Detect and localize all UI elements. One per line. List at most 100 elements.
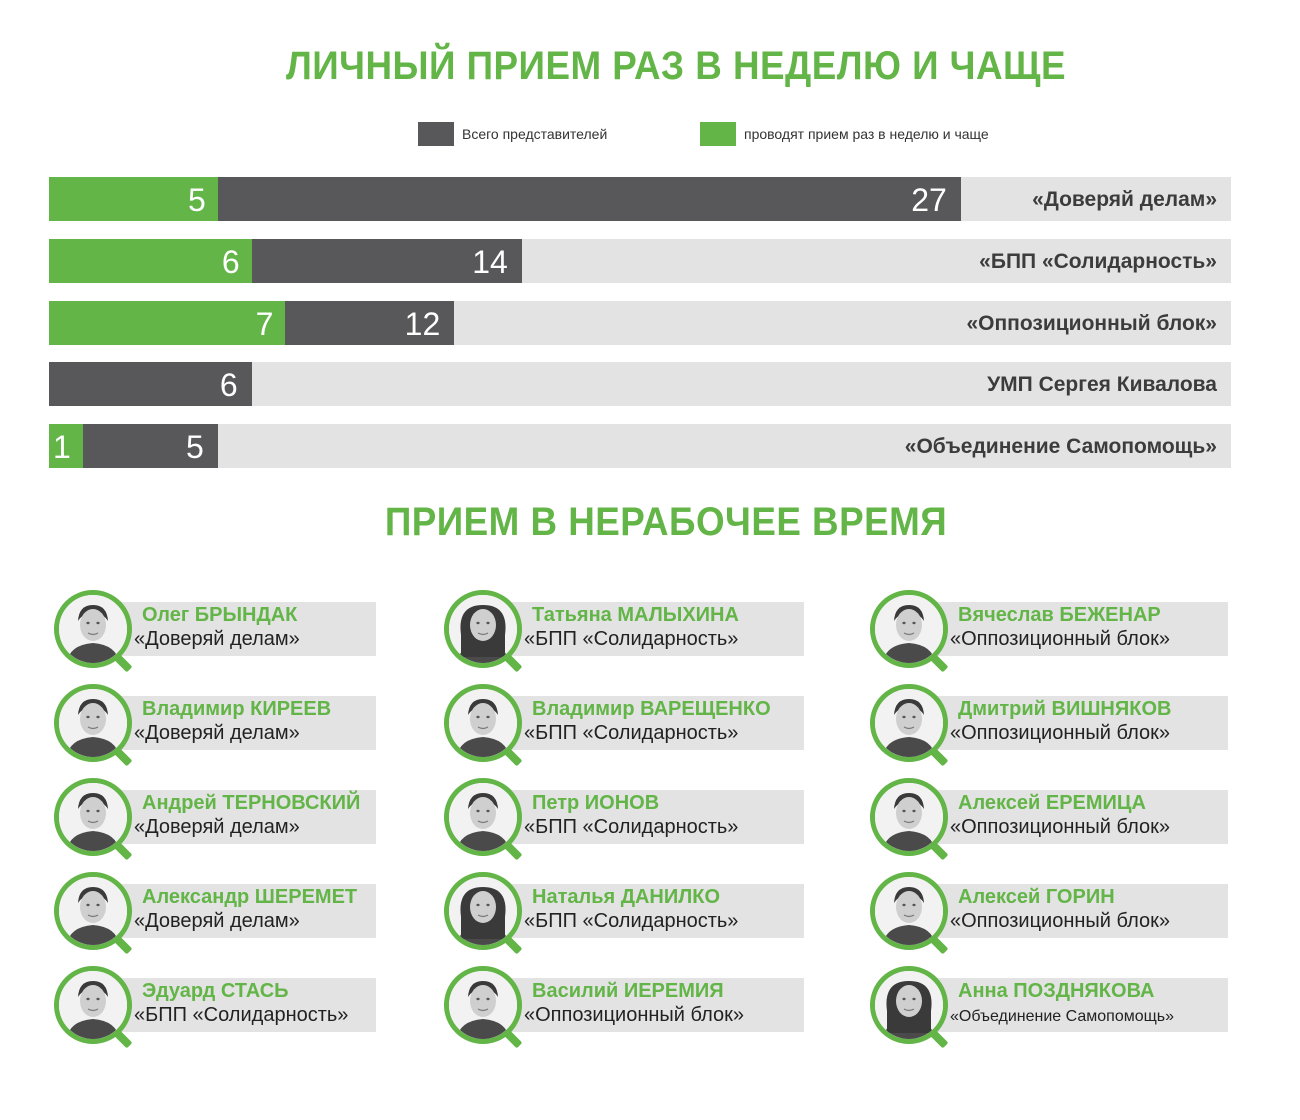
person-party: «Доверяй делам» [134,816,300,838]
bar-weekly [49,177,218,221]
person-party: «Оппозиционный блок» [950,628,1170,650]
card-background [922,790,1228,844]
card-background [496,602,804,656]
person-card: Вячеслав БЕЖЕНАР «Оппозиционный блок» [866,590,1228,674]
person-card: Владимир КИРЕЕВ «Доверяй делам» [50,684,390,768]
avatar [54,966,132,1044]
chart-title: ЛИЧНЫЙ ПРИЕМ РАЗ В НЕДЕЛЮ И ЧАЩЕ [285,44,1066,88]
card-background [922,602,1228,656]
person-name: Андрей ТЕРНОВСКИЙ [142,792,361,814]
person-party: «Доверяй делам» [134,628,300,650]
person-name: Вячеслав БЕЖЕНАР [958,604,1161,626]
person-name: Анна ПОЗДНЯКОВА [958,980,1155,1002]
bar-category-label: «Объединение Самопомощь» [904,435,1217,458]
avatar [870,590,948,668]
bar-weekly-value: 6 [221,244,240,280]
bar-chart: 27 5 «Доверяй делам» 14 6 «БПП «Солидарность»… [0,0,1300,480]
person-card: Эдуард СТАСЬ «БПП «Солидарность» [50,966,390,1050]
person-party: «БПП «Солидарность» [524,722,739,744]
person-card: Татьяна МАЛЫХИНА «БПП «Солидарность» [440,590,804,674]
person-party: «БПП «Солидарность» [524,910,739,932]
bar-row: 6 УМП Сергея Кивалова [49,362,1231,406]
person-card: Александр ШЕРЕМЕТ «Доверяй делам» [50,872,390,956]
card-background [106,602,376,656]
person-photo-icon [875,783,943,851]
card-background [106,790,376,844]
person-party: «Доверяй делам» [134,722,300,744]
person-name: Василий ИЕРЕМИЯ [532,980,724,1002]
person-card: Андрей ТЕРНОВСКИЙ «Доверяй делам» [50,778,390,862]
person-card: Олег БРЫНДАК «Доверяй делам» [50,590,390,674]
legend: Всего представителей проводят прием раз … [0,121,1300,147]
avatar [54,590,132,668]
card-background [496,790,804,844]
person-name: Олег БРЫНДАК [142,604,298,626]
bar-total-value: 27 [911,182,947,218]
bar-total-value: 5 [186,429,204,465]
person-name: Алексей ГОРИН [958,886,1115,908]
bar-weekly-value: 7 [255,306,274,342]
avatar [444,590,522,668]
person-photo-icon [59,595,127,663]
person-photo-icon [875,877,943,945]
person-name: Владимир КИРЕЕВ [142,698,332,720]
person-photo-icon [875,971,943,1039]
bar-category-label: УМП Сергея Кивалова [987,373,1217,396]
card-background [106,978,376,1032]
person-photo-icon [59,877,127,945]
card-background [922,884,1228,938]
person-party: «Оппозиционный блок» [950,816,1170,838]
person-name: Эдуард СТАСЬ [142,980,289,1002]
avatar [54,684,132,762]
person-card: Наталья ДАНИЛКО «БПП «Солидарность» [440,872,804,956]
avatar [870,966,948,1044]
card-background [922,696,1228,750]
card-background [922,978,1228,1032]
person-card: Алексей ГОРИН «Оппозиционный блок» [866,872,1228,956]
legend-label-weekly: проводят прием раз в неделю и чаще [744,126,989,142]
avatar [444,872,522,950]
person-name: Александр ШЕРЕМЕТ [142,886,358,908]
bar-category-label: «Доверяй делам» [1032,188,1217,211]
person-name: Петр ИОНОВ [532,792,660,814]
person-photo-icon [449,595,517,663]
person-card: Дмитрий ВИШНЯКОВ «Оппозиционный блок» [866,684,1228,768]
person-photo-icon [59,971,127,1039]
bar-row: 5 1 «Объединение Самопомощь» [49,424,1231,468]
bar-total-value: 6 [219,367,238,403]
avatar [870,684,948,762]
bar-weekly-value: 1 [52,429,71,465]
avatar [870,872,948,950]
person-photo-icon [449,783,517,851]
person-card: Анна ПОЗДНЯКОВА «Объединение Самопомощь» [866,966,1228,1050]
legend-item-total: Всего представителей [418,121,607,147]
person-card: Алексей ЕРЕМИЦА «Оппозиционный блок» [866,778,1228,862]
person-name: Владимир ВАРЕЩЕНКО [532,698,771,720]
legend-swatch-total [418,122,454,146]
person-card: Василий ИЕРЕМИЯ «Оппозиционный блок» [440,966,804,1050]
person-party: «БПП «Солидарность» [524,628,739,650]
bar-row: 12 7 «Оппозиционный блок» [49,301,1231,345]
bar-weekly [49,239,252,283]
bar-row: 14 6 «БПП «Солидарность» [49,239,1231,283]
person-party: «Оппозиционный блок» [524,1004,744,1026]
person-party: «БПП «Солидарность» [524,816,739,838]
card-background [496,884,804,938]
section-title: ПРИЕМ В НЕРАБОЧЕЕ ВРЕМЯ [384,500,948,544]
avatar [54,778,132,856]
person-party: «Доверяй делам» [134,910,300,932]
bar-row: 27 5 «Доверяй делам» [49,177,1231,221]
person-party: «Оппозиционный блок» [950,910,1170,932]
card-background [496,978,804,1032]
card-background [106,884,376,938]
person-name: Татьяна МАЛЫХИНА [532,604,739,626]
person-photo-icon [875,595,943,663]
bar-category-label: «Оппозиционный блок» [966,312,1217,335]
avatar [444,966,522,1044]
person-card: Владимир ВАРЕЩЕНКО «БПП «Солидарность» [440,684,804,768]
avatar [444,778,522,856]
person-photo-icon [449,689,517,757]
avatar [444,684,522,762]
legend-label-total: Всего представителей [462,126,608,142]
